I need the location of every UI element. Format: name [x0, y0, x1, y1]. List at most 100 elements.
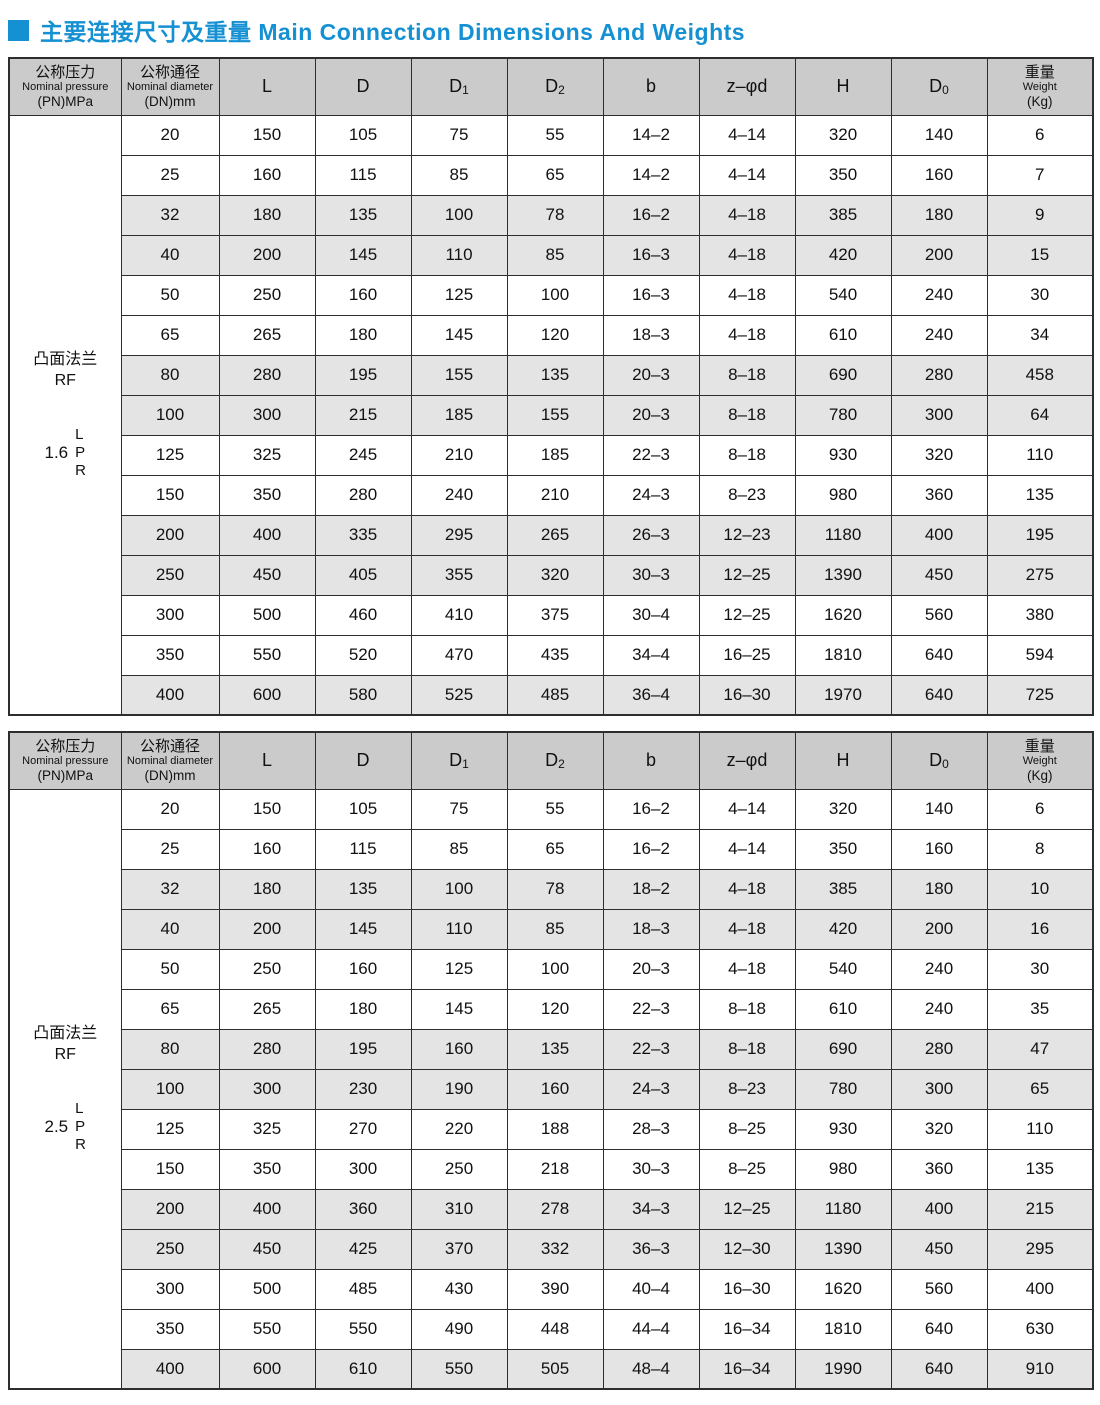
cell: 385	[794, 868, 892, 910]
cell: 85	[410, 154, 508, 196]
cell: 18–2	[602, 868, 700, 910]
cell: 1970	[794, 674, 892, 716]
cell: 24–3	[602, 474, 700, 516]
cell: 215	[986, 1188, 1094, 1230]
cell: 30	[986, 948, 1094, 990]
cell: 485	[314, 1268, 412, 1310]
header-dim-D: D	[314, 57, 412, 116]
pressure-class-cell: 凸面法兰 RF 1.6 L P R	[8, 114, 122, 716]
cell: 360	[890, 1148, 988, 1190]
cell: 188	[506, 1108, 604, 1150]
cell: 180	[890, 194, 988, 236]
dimensions-table-pn25: 公称压力 Nominal pressure (PN)MPa 公称通径 Nomin…	[8, 731, 1094, 1390]
cell: 4–14	[698, 154, 796, 196]
cell: 160	[218, 154, 316, 196]
cell: 275	[986, 554, 1094, 596]
cell: 100	[120, 1068, 220, 1110]
cell: 600	[218, 674, 316, 716]
cell: 40	[120, 908, 220, 950]
table-row: 65 265 180 145 120 22–3 8–18 610 240 35	[9, 988, 1094, 1030]
cell: 145	[314, 908, 412, 950]
cell: 420	[794, 908, 892, 950]
cell: 200	[218, 234, 316, 276]
cell: 155	[506, 394, 604, 436]
cell: 310	[410, 1188, 508, 1230]
cell: 145	[314, 234, 412, 276]
cell: 1620	[794, 594, 892, 636]
cell: 355	[410, 554, 508, 596]
cell: 490	[410, 1308, 508, 1350]
cell: 594	[986, 634, 1094, 676]
cell: 4–18	[698, 274, 796, 316]
cell: 230	[314, 1068, 412, 1110]
cell: 78	[506, 868, 604, 910]
cell: 1810	[794, 1308, 892, 1350]
cell: 200	[120, 1188, 220, 1230]
cell: 16–2	[602, 828, 700, 870]
cell: 40	[120, 234, 220, 276]
cell: 16–3	[602, 274, 700, 316]
cell: 4–18	[698, 868, 796, 910]
cell: 8–18	[698, 1028, 796, 1070]
pressure-letter: L	[75, 1099, 84, 1117]
cell: 36–3	[602, 1228, 700, 1270]
cell: 34–4	[602, 634, 700, 676]
cell: 450	[218, 554, 316, 596]
cell: 55	[506, 788, 604, 830]
cell: 195	[314, 1028, 412, 1070]
cell: 32	[120, 868, 220, 910]
cell: 265	[218, 988, 316, 1030]
title-square-icon	[8, 19, 29, 41]
table-row: 125 325 270 220 188 28–3 8–25 930 320 110	[9, 1108, 1094, 1150]
cell: 350	[120, 1308, 220, 1350]
cell: 30–3	[602, 554, 700, 596]
cell: 500	[218, 594, 316, 636]
cell: 525	[410, 674, 508, 716]
table-row: 凸面法兰 RF 1.6 L P R 20 150 105 75 55 14–2 4–14 320 140 6	[8, 114, 1094, 716]
flange-type-zh: 凸面法兰	[33, 1024, 98, 1042]
cell: 520	[314, 634, 412, 676]
cell: 450	[890, 554, 988, 596]
cell: 280	[314, 474, 412, 516]
cell: 400	[218, 514, 316, 556]
cell: 150	[218, 114, 316, 156]
cell: 12–30	[698, 1228, 796, 1270]
cell: 8–18	[698, 394, 796, 436]
cell: 9	[986, 194, 1094, 236]
cell: 20–3	[602, 354, 700, 396]
cell: 150	[120, 1148, 220, 1190]
cell: 135	[986, 474, 1094, 516]
cell: 580	[314, 674, 412, 716]
cell: 400	[986, 1268, 1094, 1310]
cell: 160	[314, 948, 412, 990]
cell: 250	[410, 1148, 508, 1190]
flange-type-en: RF	[54, 1046, 76, 1064]
header-pressure-en: Nominal pressure	[22, 81, 109, 94]
table-body: 凸面法兰 RF 1.6 L P R 20 150 105 75 55 14–2 4–14 320 140 6 2…	[8, 114, 1094, 716]
cell: 780	[794, 1068, 892, 1110]
cell: 640	[890, 1348, 988, 1390]
header-dim-D: D	[314, 731, 412, 790]
table-row: 350 550 520 470 435 34–4 16–25 1810 640 594	[9, 634, 1094, 676]
cell: 28–3	[602, 1108, 700, 1150]
cell: 300	[314, 1148, 412, 1190]
cell: 1810	[794, 634, 892, 676]
cell: 332	[506, 1228, 604, 1270]
cell: 350	[794, 154, 892, 196]
cell: 300	[218, 394, 316, 436]
cell: 295	[410, 514, 508, 556]
cell: 630	[986, 1308, 1094, 1350]
header-dim-L: L	[218, 57, 316, 116]
table-row: 40 200 145 110 85 16–3 4–18 420 200 15	[9, 234, 1094, 276]
table-body: 凸面法兰 RF 2.5 L P R 20 150 105 75 55 16–2 4–14 320 140 6 2…	[8, 788, 1094, 1390]
cell: 550	[410, 1348, 508, 1390]
cell: 448	[506, 1308, 604, 1350]
cell: 180	[314, 988, 412, 1030]
header-weight: 重量 Weight (Kg)	[986, 731, 1094, 790]
cell: 110	[410, 908, 508, 950]
cell: 4–18	[698, 314, 796, 356]
table-row: 100 300 215 185 155 20–3 8–18 780 300 64	[9, 394, 1094, 436]
cell: 34	[986, 314, 1094, 356]
cell: 48–4	[602, 1348, 700, 1390]
header-diameter-en: Nominal diameter	[126, 755, 214, 768]
